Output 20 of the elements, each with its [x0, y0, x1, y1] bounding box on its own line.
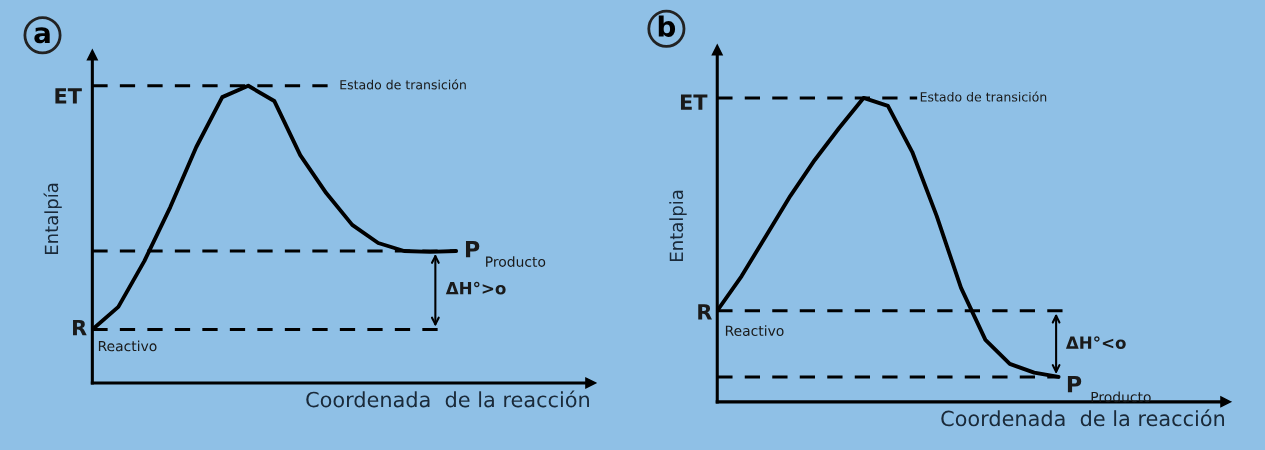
annotation: ΔH°>o	[445, 281, 506, 295]
text: ΔH°<o	[1065, 336, 1126, 349]
text: P	[465, 240, 480, 258]
text: R	[73, 320, 87, 336]
text: R	[698, 304, 712, 320]
text: Producto	[486, 256, 546, 267]
chart-title: a	[34, 27, 50, 44]
x-axis-title: Coordenada de la reacción	[941, 409, 1225, 427]
annotation: Reactivo	[725, 325, 784, 336]
text: ET	[680, 94, 708, 110]
y-axis-title: Entalpía	[43, 183, 62, 254]
annotation: Reactivo	[98, 340, 157, 352]
text: Producto	[1091, 391, 1151, 403]
y-axis-title: Entalpia	[669, 190, 687, 261]
text: P	[1067, 375, 1082, 393]
annotation: Estado de transición	[920, 91, 1047, 102]
x-axis-title: Coordenada de la reacción	[306, 390, 589, 408]
chart-title: b	[658, 15, 676, 37]
annotation: Estado de transición	[340, 79, 466, 90]
text: ET	[55, 88, 82, 104]
